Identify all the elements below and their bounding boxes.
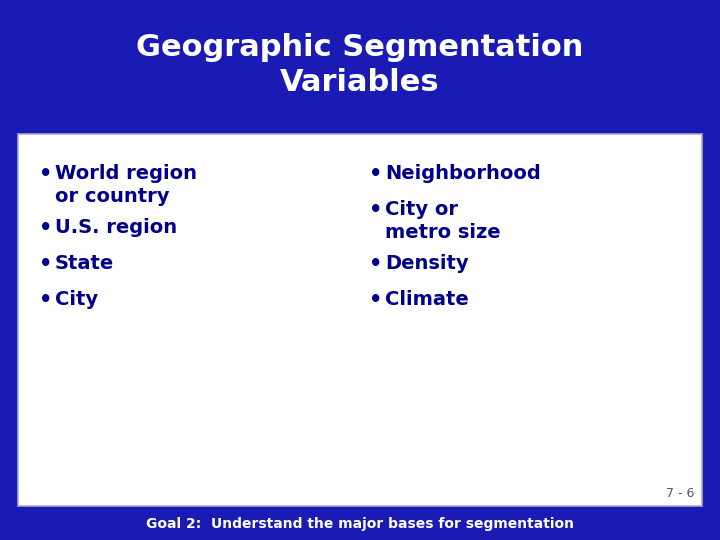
- Text: •: •: [369, 254, 382, 274]
- Text: •: •: [39, 164, 53, 184]
- Text: •: •: [369, 200, 382, 220]
- Text: Climate: Climate: [385, 290, 469, 309]
- Text: Goal 2:  Understand the major bases for segmentation: Goal 2: Understand the major bases for s…: [146, 517, 574, 531]
- Text: U.S. region: U.S. region: [55, 218, 177, 237]
- Text: Geographic Segmentation
Variables: Geographic Segmentation Variables: [136, 32, 584, 97]
- Text: World region
or country: World region or country: [55, 164, 197, 206]
- Text: •: •: [369, 164, 382, 184]
- Text: City: City: [55, 290, 98, 309]
- Text: Density: Density: [385, 254, 469, 273]
- Text: •: •: [39, 290, 53, 310]
- Text: •: •: [369, 290, 382, 310]
- Text: •: •: [39, 218, 53, 238]
- Text: 7 - 6: 7 - 6: [665, 487, 694, 500]
- Text: State: State: [55, 254, 114, 273]
- FancyBboxPatch shape: [18, 134, 702, 506]
- Text: Neighborhood: Neighborhood: [385, 164, 541, 183]
- Text: •: •: [39, 254, 53, 274]
- Text: City or
metro size: City or metro size: [385, 200, 500, 242]
